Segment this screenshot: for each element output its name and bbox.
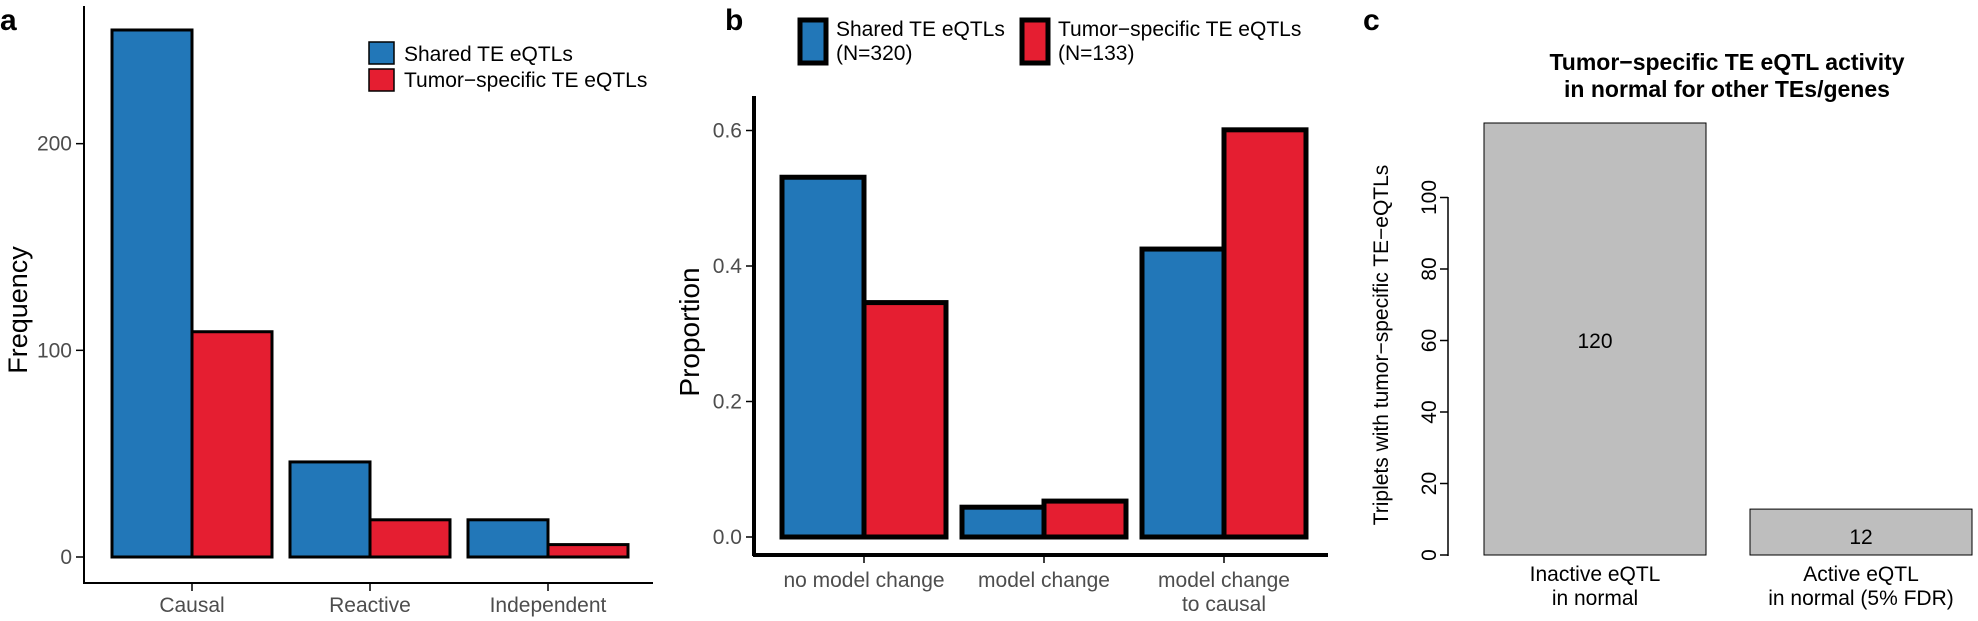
y-axis-title: Triplets with tumor−specific TE−eQTLs xyxy=(1370,165,1393,526)
chart-title: Tumor−specific TE eQTL activity in normal… xyxy=(1549,49,1904,102)
x-tick-label: model change xyxy=(978,569,1110,592)
x-tick-label: Independent xyxy=(490,594,607,617)
bar xyxy=(1041,498,1129,540)
y-tick-label: 80 xyxy=(1418,257,1441,280)
panel-a: a 0 100 200 Frequency Causal Reactive Independe… xyxy=(0,4,653,617)
legend-swatch-shared xyxy=(368,41,395,65)
y-tick-label: 100 xyxy=(1418,180,1441,215)
bar xyxy=(1221,127,1309,540)
bar xyxy=(110,28,194,559)
x-tick-label: Inactive eQTL in normal xyxy=(1530,563,1661,610)
x-tick-label: model change to causal xyxy=(1158,569,1290,616)
y-tick-label: 100 xyxy=(37,339,72,362)
y-tick-label: 60 xyxy=(1418,329,1441,352)
legend-label-shared: Shared TE eQTLs (N=320) xyxy=(836,18,1005,65)
legend-label-shared: Shared TE eQTLs xyxy=(404,43,573,66)
y-axis-title: Proportion xyxy=(674,267,705,396)
y-tick-label: 200 xyxy=(37,133,72,156)
legend-label-tumor: Tumor−specific TE eQTLs (N=133) xyxy=(1058,18,1301,65)
bar xyxy=(1749,508,1973,556)
panel-label-c: c xyxy=(1363,4,1380,37)
y-tick-label: 0.0 xyxy=(713,526,742,549)
legend-swatch-shared xyxy=(797,17,829,66)
y-axis-title: Frequency xyxy=(3,246,33,374)
bar xyxy=(1139,246,1227,540)
legend-label-tumor: Tumor−specific TE eQTLs xyxy=(404,69,647,92)
panel-c: c Tumor−specific TE eQTL activity in norma… xyxy=(1363,4,1973,610)
bar xyxy=(779,174,867,540)
y-tick-label: 20 xyxy=(1418,472,1441,495)
y-tick-label: 0.4 xyxy=(713,255,743,278)
legend-swatch-tumor xyxy=(1019,17,1051,66)
legend: Shared TE eQTLs (N=320) Tumor−specific TE … xyxy=(797,17,1301,66)
x-tick-label: Active eQTL in normal (5% FDR) xyxy=(1768,563,1954,610)
data-label: 120 xyxy=(1577,330,1612,353)
y-tick-label: 0 xyxy=(60,546,72,569)
x-tick-label: no model change xyxy=(783,569,944,592)
bar xyxy=(368,518,452,559)
panel-label-b: b xyxy=(725,4,743,37)
panel-b: b 0.0 0.2 0.4 0.6 Proportion no model change mo… xyxy=(674,4,1328,616)
bar xyxy=(546,543,630,559)
bar xyxy=(861,300,949,540)
data-label: 12 xyxy=(1849,526,1872,549)
bar xyxy=(1483,122,1707,556)
bar xyxy=(190,330,274,559)
bar xyxy=(466,518,550,559)
x-tick-label: Causal xyxy=(159,594,224,617)
x-tick-label: Reactive xyxy=(329,594,411,617)
legend-swatch-tumor xyxy=(368,68,395,92)
y-tick-label: 40 xyxy=(1418,400,1441,423)
legend: Shared TE eQTLs Tumor−specific TE eQTLs xyxy=(368,41,647,92)
bar xyxy=(959,504,1047,540)
y-tick-label: 0.2 xyxy=(713,391,742,414)
y-tick-label: 0.6 xyxy=(713,120,742,143)
y-tick-label: 0 xyxy=(1418,549,1441,561)
panel-label-a: a xyxy=(0,4,17,37)
bar xyxy=(288,460,372,559)
